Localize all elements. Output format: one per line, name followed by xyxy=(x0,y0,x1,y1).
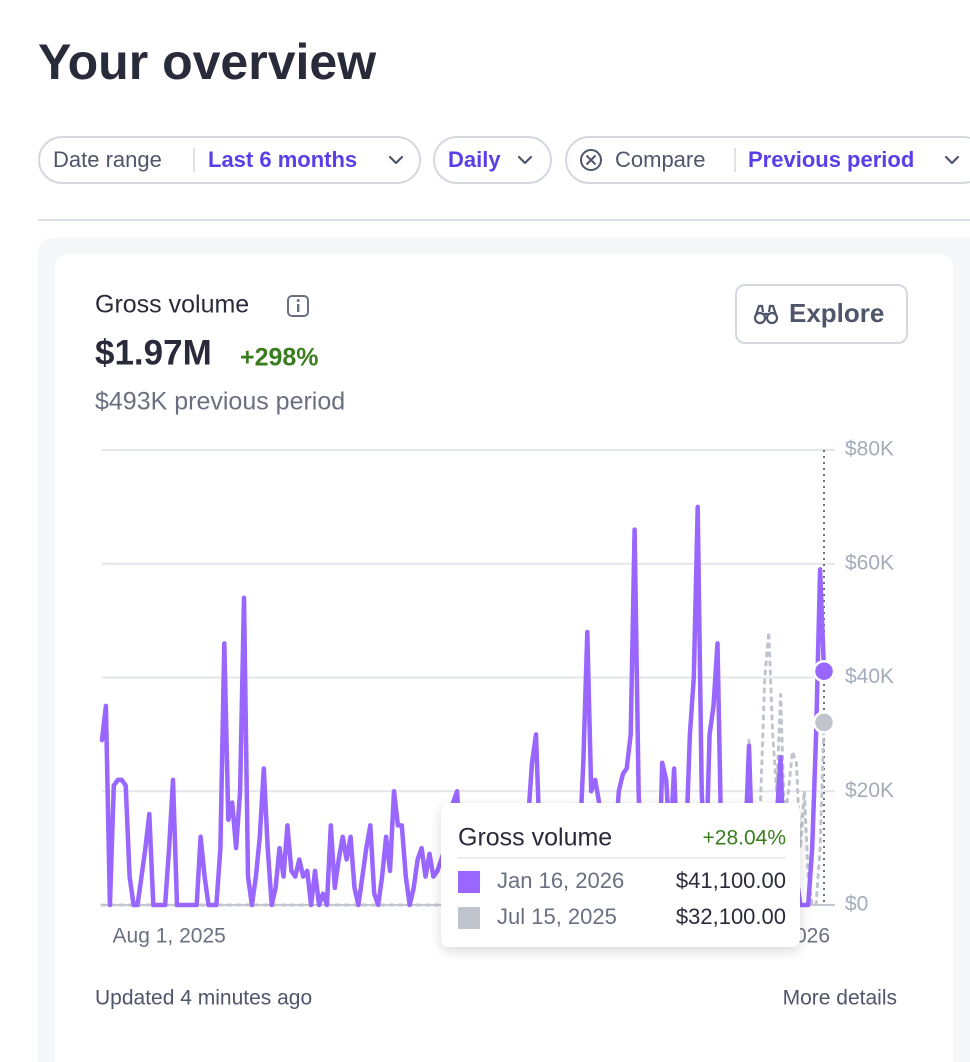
y-tick-label: $40K xyxy=(845,665,894,688)
filter-label: Compare xyxy=(615,147,705,172)
clear-icon[interactable] xyxy=(580,149,602,171)
filter-value: Previous period xyxy=(748,147,914,172)
filter-value: Daily xyxy=(448,147,501,172)
hover-dot xyxy=(812,659,836,683)
updated: Updated 4 minutes ago xyxy=(95,987,312,1010)
filter-value: Last 6 months xyxy=(208,147,357,172)
card-title: Gross volume xyxy=(95,291,249,319)
change: +298% xyxy=(240,344,319,372)
tooltip-value: $41,100.00 xyxy=(676,868,786,893)
chevron xyxy=(388,155,404,165)
tooltip: Gross volume +28.04% Jan 16, 2026 $41,100.0… xyxy=(441,803,800,947)
x-tick-label: Aug 1, 2025 xyxy=(113,925,226,948)
explore-button[interactable]: Explore xyxy=(735,284,908,344)
tooltip-change: +28.04% xyxy=(703,827,787,850)
clear-icon-x xyxy=(585,154,597,166)
tooltip-date: Jul 15, 2025 xyxy=(497,904,617,929)
pill xyxy=(565,136,970,184)
previous-total: $493K previous period xyxy=(95,388,345,416)
total: $1.97M xyxy=(95,333,212,372)
pill xyxy=(433,136,552,184)
filter-label: Date range xyxy=(53,147,162,172)
y-tick-label: $20K xyxy=(845,779,894,802)
tooltip-box xyxy=(441,803,800,947)
y-tick-label: $80K xyxy=(845,438,894,461)
button-label: Explore xyxy=(789,298,884,328)
page-title: Your overview xyxy=(38,34,376,90)
tooltip-date: Jan 16, 2026 xyxy=(497,868,624,893)
info-stem xyxy=(297,304,300,312)
plot: $0 $20K $40K $60K $80K Aug 1, 2025 Jan 16, 202… xyxy=(99,438,894,948)
hover-dot xyxy=(812,711,836,734)
filter-compare[interactable]: Compare Previous period xyxy=(565,136,970,184)
filter-date-range[interactable]: Date range Last 6 months xyxy=(38,136,421,184)
button-frame xyxy=(735,284,908,344)
info-box xyxy=(287,295,309,317)
more-details-link[interactable]: More details xyxy=(783,987,897,1010)
tooltip-title: Gross volume xyxy=(458,824,612,852)
chevron xyxy=(517,155,533,165)
tooltip-value: $32,100.00 xyxy=(676,904,786,929)
info-icon[interactable] xyxy=(287,295,309,317)
filter-interval[interactable]: Daily xyxy=(433,136,552,184)
tooltip-swatch xyxy=(458,907,480,929)
tooltip-swatch xyxy=(458,871,480,893)
binoculars-icon xyxy=(753,304,779,325)
y-tick-label: $60K xyxy=(845,551,894,574)
info-dot xyxy=(296,299,300,302)
chevron xyxy=(944,155,960,165)
pill xyxy=(38,136,421,184)
y-tick-label: $0 xyxy=(845,893,868,916)
